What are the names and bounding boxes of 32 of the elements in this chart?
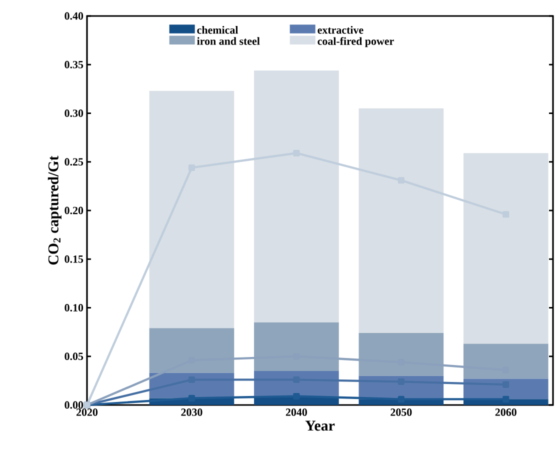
legend-label: coal-fired power bbox=[318, 37, 394, 48]
point bbox=[398, 396, 404, 402]
point bbox=[188, 164, 196, 171]
bar bbox=[149, 90, 234, 328]
point bbox=[293, 392, 300, 400]
legend-label: extractive bbox=[318, 26, 364, 34]
x-axis-title: Year bbox=[305, 420, 335, 431]
point bbox=[188, 394, 196, 402]
x-tick-label: 2050 bbox=[390, 408, 412, 416]
point bbox=[502, 396, 510, 402]
x-tick-label: 2060 bbox=[495, 408, 516, 416]
point bbox=[502, 211, 510, 218]
y-axis-title: CO$_{2}$ captured/Gt bbox=[48, 156, 62, 265]
bar bbox=[358, 108, 444, 334]
bar bbox=[463, 153, 548, 344]
y-tick-label: 0.15 bbox=[64, 255, 84, 263]
legend-label: chemical bbox=[197, 26, 238, 34]
x-tick-label: 2040 bbox=[286, 408, 307, 416]
legend-label: iron and steel bbox=[197, 37, 260, 45]
y-tick-label: 0.00 bbox=[64, 401, 84, 409]
y-tick-label: 0.25 bbox=[64, 158, 84, 166]
y-tick-label: 0.20 bbox=[64, 206, 84, 214]
x-tick-label: 2020 bbox=[76, 408, 98, 416]
y-tick-label: 0.40 bbox=[64, 12, 84, 20]
point bbox=[293, 150, 300, 156]
point bbox=[398, 177, 404, 184]
y-tick-label: 0.30 bbox=[64, 110, 84, 117]
y-tick-label: 0.10 bbox=[64, 304, 84, 312]
bar bbox=[254, 70, 339, 322]
y-tick-label: 0.35 bbox=[64, 60, 84, 68]
x-tick-label: 2030 bbox=[181, 408, 202, 416]
y-tick-label: 0.05 bbox=[64, 352, 84, 360]
